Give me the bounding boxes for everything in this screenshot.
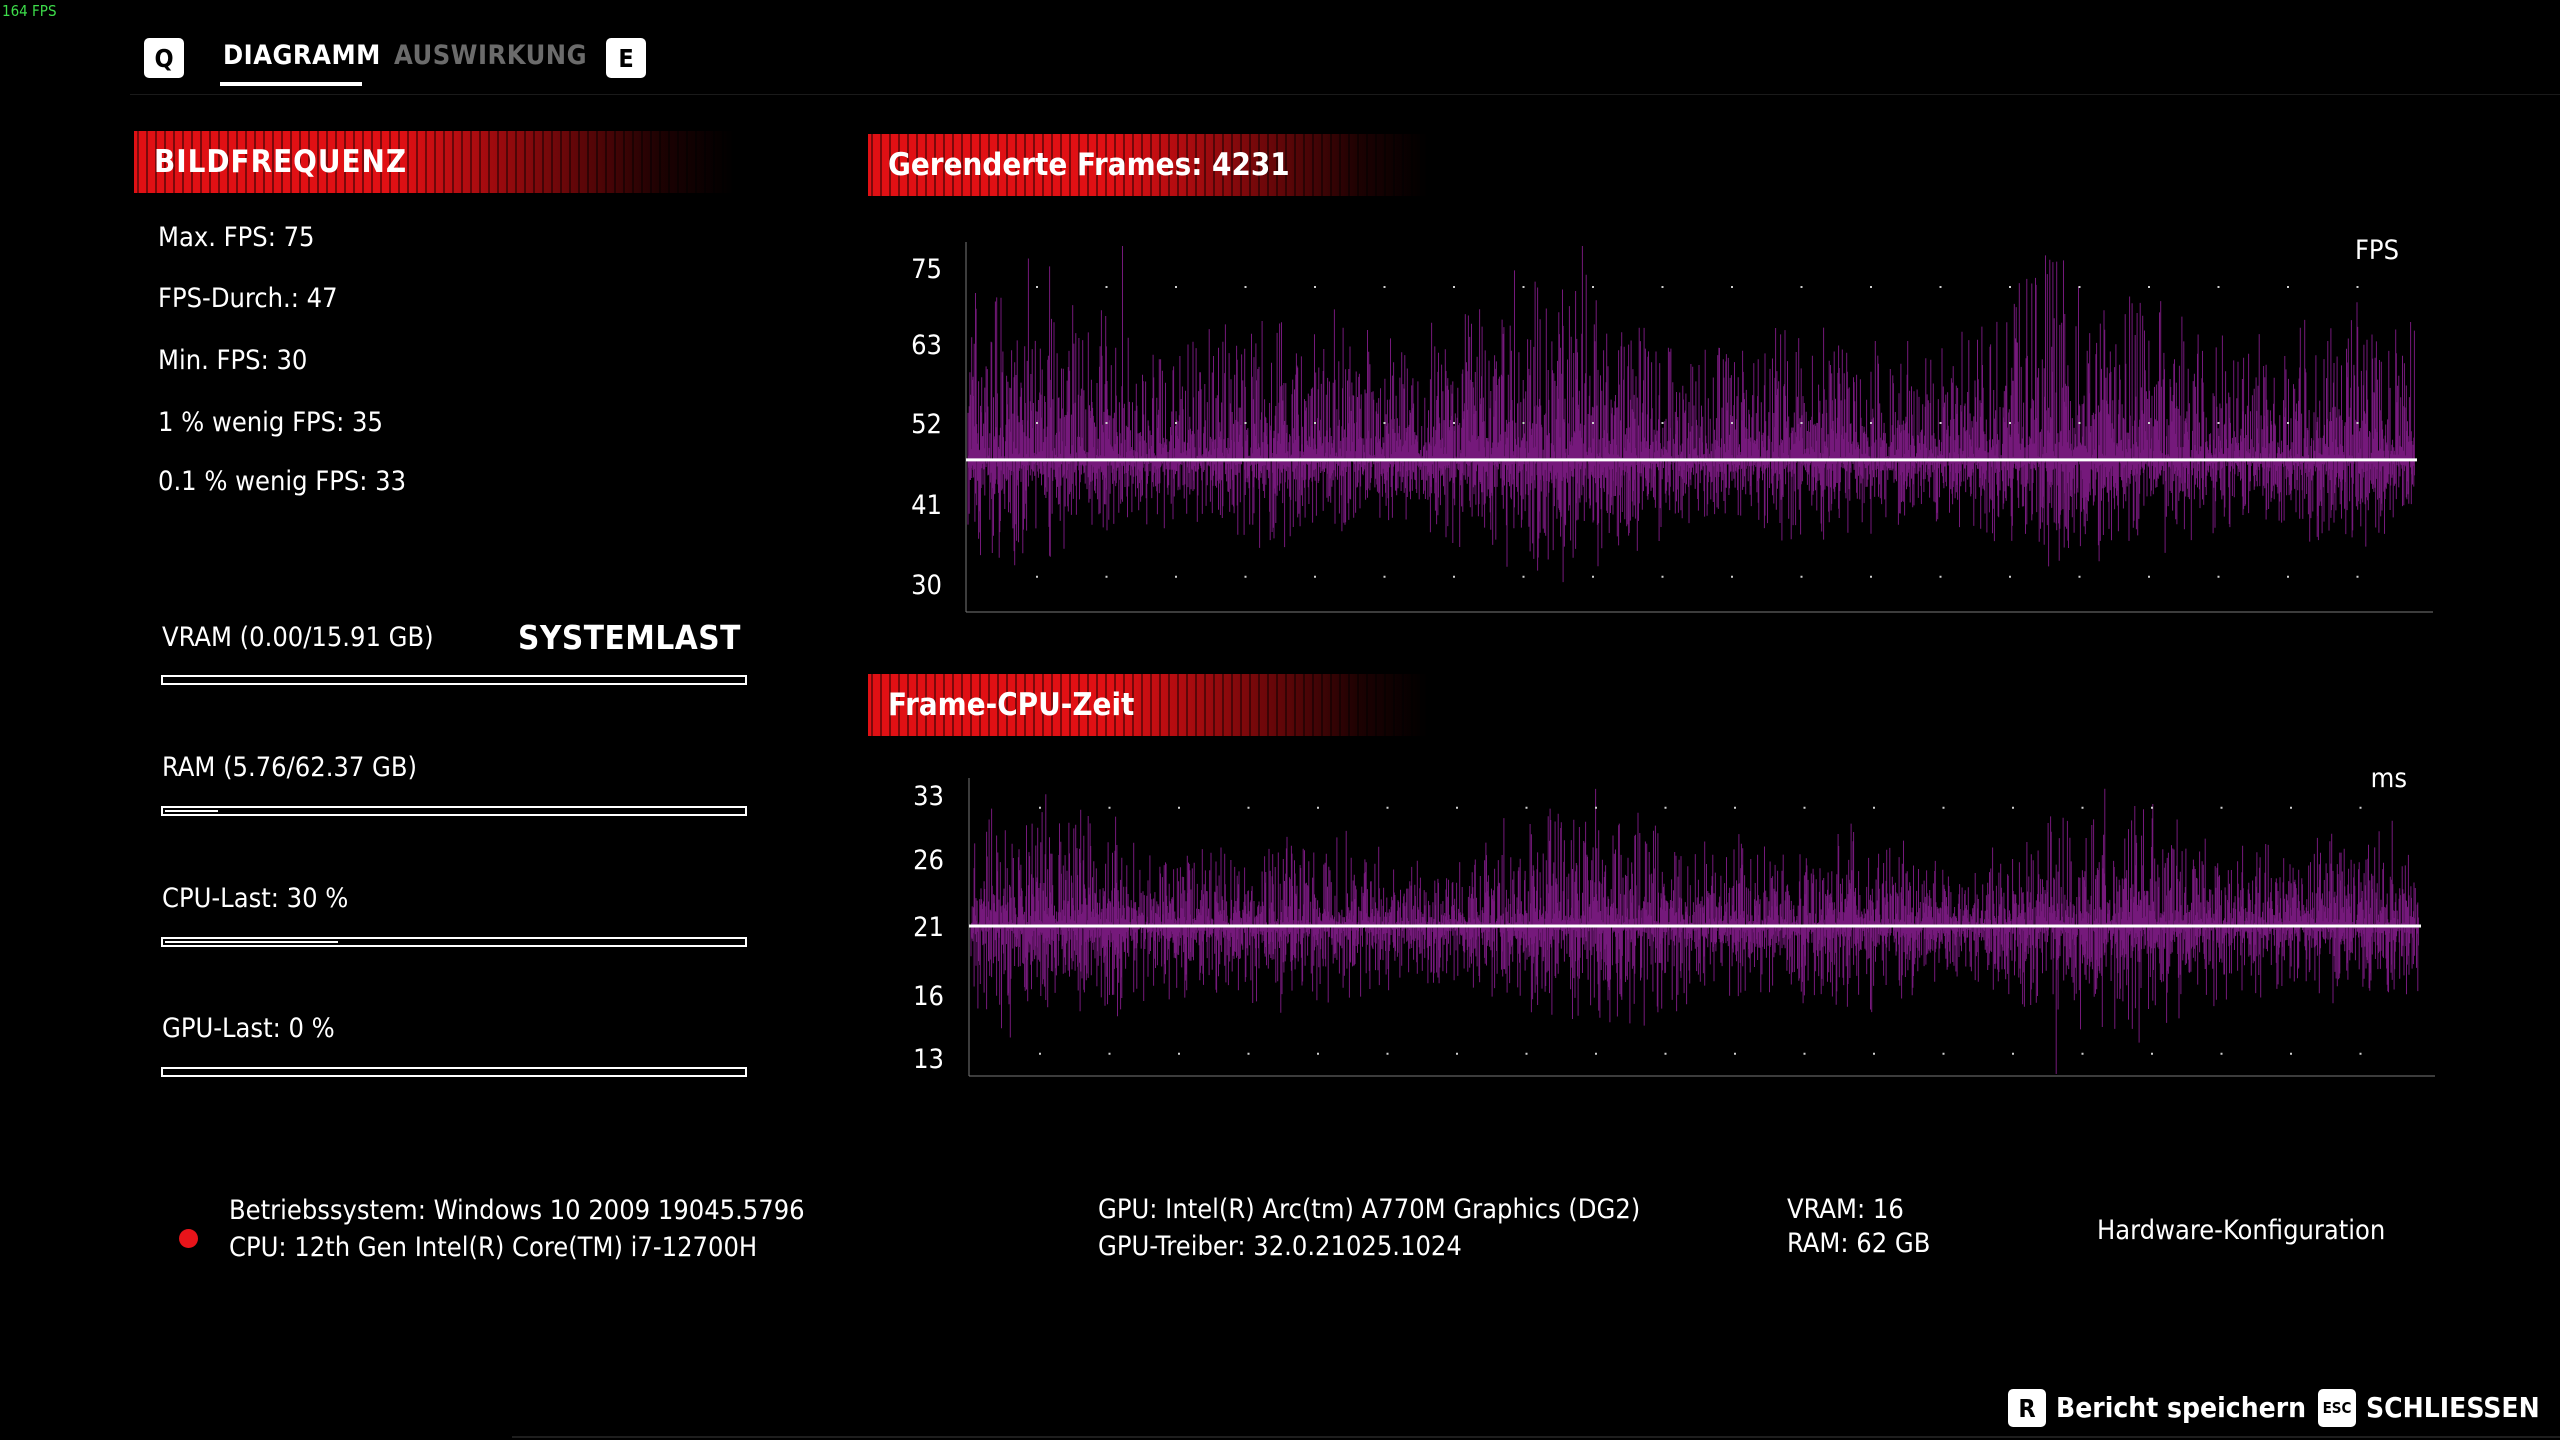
tab-diagramm[interactable]: DIAGRAMM (223, 40, 381, 71)
stat-1pct-low-fps: 1 % wenig FPS: 35 (158, 407, 383, 438)
y-tick-label: 63 (911, 330, 942, 361)
y-tick-label: 26 (913, 845, 944, 876)
hardware-config-link[interactable]: Hardware-Konfiguration (2097, 1215, 2386, 1246)
series-line (967, 246, 2415, 583)
ram-info: RAM: 62 GB (1787, 1228, 1931, 1259)
vram-info: VRAM: 16 (1787, 1194, 1904, 1225)
cpu-load-bar (161, 937, 747, 947)
vram-label: VRAM (0.00/15.91 GB) (162, 622, 434, 653)
y-tick-label: 13 (913, 1044, 944, 1075)
y-tick-label: 52 (911, 409, 942, 440)
y-tick-label: 75 (911, 254, 942, 285)
y-tick-label: 16 (913, 981, 944, 1012)
save-report-label[interactable]: Bericht speichern (2056, 1391, 2307, 1424)
y-tick-label: 33 (913, 781, 944, 812)
stat-avg-fps: FPS-Durch.: 47 (158, 283, 338, 314)
ram-bar (161, 806, 747, 816)
stat-max-fps: Max. FPS: 75 (158, 222, 315, 253)
unit-label: ms (2371, 770, 2407, 794)
cpu-load-bar-fill (165, 941, 338, 943)
y-tick-label: 41 (911, 490, 942, 521)
cpu-load-label: CPU-Last: 30 % (162, 883, 349, 914)
fps-counter: 164 FPS (2, 2, 57, 20)
bottom-divider (512, 1436, 2560, 1438)
header-divider (130, 94, 2560, 95)
gpu-driver-info: GPU-Treiber: 32.0.21025.1024 (1098, 1231, 1462, 1262)
close-label[interactable]: SCHLIESSEN (2366, 1391, 2540, 1424)
cpu-frame-time-chart: 33 26 21 16 13 ms (913, 770, 2435, 1077)
framerate-header: BILDFREQUENZ (134, 131, 734, 193)
active-tab-underline (220, 82, 362, 86)
gpu-load-bar (161, 1067, 747, 1077)
tab-auswirkung[interactable]: AUSWIRKUNG (394, 40, 588, 71)
stat-min-fps: Min. FPS: 30 (158, 345, 308, 376)
status-dot (179, 1229, 198, 1248)
stat-01pct-low-fps: 0.1 % wenig FPS: 33 (158, 466, 407, 497)
tab-next-key[interactable]: E (606, 38, 646, 78)
gpu-info: GPU: Intel(R) Arc(tm) A770M Graphics (DG… (1098, 1194, 1641, 1225)
y-tick-label: 30 (911, 570, 942, 601)
y-tick-label: 21 (913, 912, 944, 943)
systemlast-title: SYSTEMLAST (518, 618, 741, 657)
rendered-frames-header: Gerenderte Frames: 4231 (868, 134, 1428, 196)
os-info: Betriebssystem: Windows 10 2009 19045.57… (229, 1195, 805, 1226)
rendered-frames-title: Gerenderte Frames: 4231 (888, 147, 1290, 183)
unit-label: FPS (2355, 235, 2399, 266)
ram-bar-fill (165, 810, 218, 812)
framerate-title: BILDFREQUENZ (154, 144, 408, 180)
cpu-frame-time-header: Frame-CPU-Zeit (868, 674, 1428, 736)
tab-prev-key[interactable]: Q (144, 38, 184, 78)
save-report-key[interactable]: R (2008, 1389, 2046, 1427)
gpu-load-label: GPU-Last: 0 % (162, 1013, 335, 1044)
vram-bar (161, 675, 747, 685)
cpu-frame-time-title: Frame-CPU-Zeit (888, 687, 1135, 723)
close-key[interactable]: ESC (2318, 1389, 2356, 1427)
ram-label: RAM (5.76/62.37 GB) (162, 752, 417, 783)
series-line (970, 788, 2419, 1074)
cpu-info: CPU: 12th Gen Intel(R) Core(TM) i7-12700… (229, 1232, 758, 1263)
fps-chart: 75 63 52 41 30 FPS (911, 235, 2433, 613)
